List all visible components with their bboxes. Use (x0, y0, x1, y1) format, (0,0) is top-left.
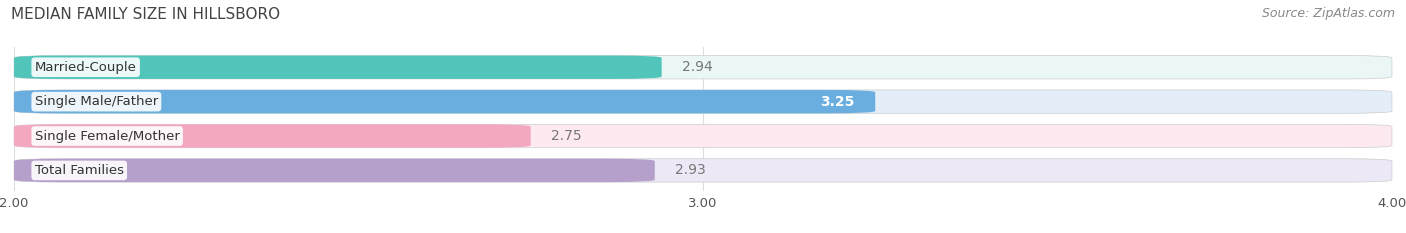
Text: 2.75: 2.75 (551, 129, 582, 143)
Text: 2.93: 2.93 (675, 163, 706, 177)
Text: Single Male/Father: Single Male/Father (35, 95, 157, 108)
FancyBboxPatch shape (14, 90, 1392, 113)
Text: 3.25: 3.25 (820, 95, 855, 109)
Text: Total Families: Total Families (35, 164, 124, 177)
FancyBboxPatch shape (14, 124, 1392, 148)
FancyBboxPatch shape (14, 90, 876, 113)
Text: Source: ZipAtlas.com: Source: ZipAtlas.com (1261, 7, 1395, 20)
Text: MEDIAN FAMILY SIZE IN HILLSBORO: MEDIAN FAMILY SIZE IN HILLSBORO (11, 7, 280, 22)
FancyBboxPatch shape (14, 159, 1392, 182)
Text: 2.94: 2.94 (682, 60, 713, 74)
Text: Married-Couple: Married-Couple (35, 61, 136, 74)
FancyBboxPatch shape (14, 55, 662, 79)
Text: Single Female/Mother: Single Female/Mother (35, 130, 180, 143)
FancyBboxPatch shape (14, 159, 655, 182)
FancyBboxPatch shape (14, 55, 1392, 79)
FancyBboxPatch shape (14, 124, 530, 148)
